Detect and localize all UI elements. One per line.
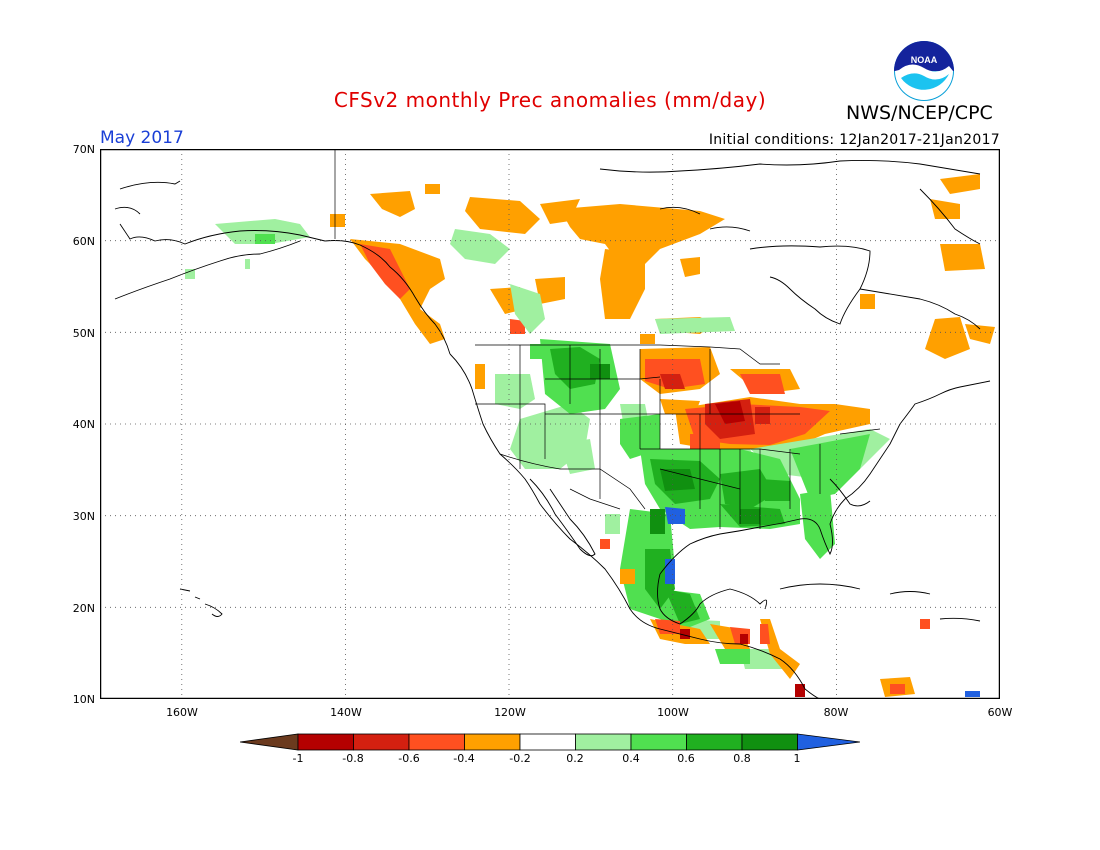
colorbar [240,733,860,751]
moderate-dry-central-america [600,539,930,694]
lon-label-60w: 60W [987,706,1013,719]
colorbar-swatch-neutral [519,733,576,751]
colorbar-label-02: 0.2 [566,752,584,765]
colorbar-swatch-gt-1 [797,733,860,751]
colorbar-label-08: 0.8 [733,752,751,765]
colorbar-label-m08: -0.8 [342,752,364,765]
very-strong-dry-midwest [715,401,745,424]
noaa-logo-icon: NOAA [894,41,954,101]
map-title: CFSv2 monthly Prec anomalies (mm/day) [333,88,767,112]
colorbar-label-m02: -0.2 [509,752,531,765]
graticule [100,149,1000,699]
very-strong-wet-anomalies [590,364,760,534]
colorbar-swatch-m1-m08 [297,733,354,751]
lat-label-10n: 10N [72,693,95,706]
colorbar-swatch-04-06 [630,733,687,751]
lon-label-140w: 140W [330,706,362,719]
colorbar-swatch-06-08 [686,733,743,751]
lon-label-120w: 120W [494,706,526,719]
wet-coast-red [360,244,525,334]
valid-month-label: May 2017 [100,128,184,148]
anomaly-map [100,149,1000,699]
colorbar-label-06: 0.6 [677,752,695,765]
lon-label-100w: 100W [657,706,689,719]
initial-conditions-label: Initial conditions: 12Jan2017-21Jan2017 [708,132,1000,148]
colorbar-label-m04: -0.4 [453,752,475,765]
colorbar-label-1: 1 [793,752,801,765]
colorbar-swatch-m08-m06 [353,733,410,751]
lat-label-20n: 20N [72,602,95,615]
colorbar-label-m06: -0.6 [398,752,420,765]
lat-label-60n: 60N [72,235,95,248]
colorbar-swatch-02-04 [575,733,632,751]
lat-label-50n: 50N [72,327,95,340]
noaa-logo-text: NOAA [911,55,938,65]
map-border [100,149,1000,699]
lat-label-70n: 70N [72,143,95,156]
colorbar-label-04: 0.4 [622,752,640,765]
coastlines [114,159,991,699]
lon-label-80w: 80W [823,706,849,719]
colorbar-label-m1: -1 [292,752,304,765]
colorbar-swatch-08-1 [741,733,798,751]
colorbar-swatch-m04-m02 [464,733,521,751]
lat-label-40n: 40N [72,418,95,431]
agency-label: NWS/NCEP/CPC [846,102,993,124]
colorbar-swatch-lt-m1 [240,733,299,751]
lon-label-160w: 160W [166,706,198,719]
strong-dry-central-america [680,629,805,697]
lat-label-30n: 30N [72,510,95,523]
colorbar-swatch-m06-m04 [408,733,465,751]
